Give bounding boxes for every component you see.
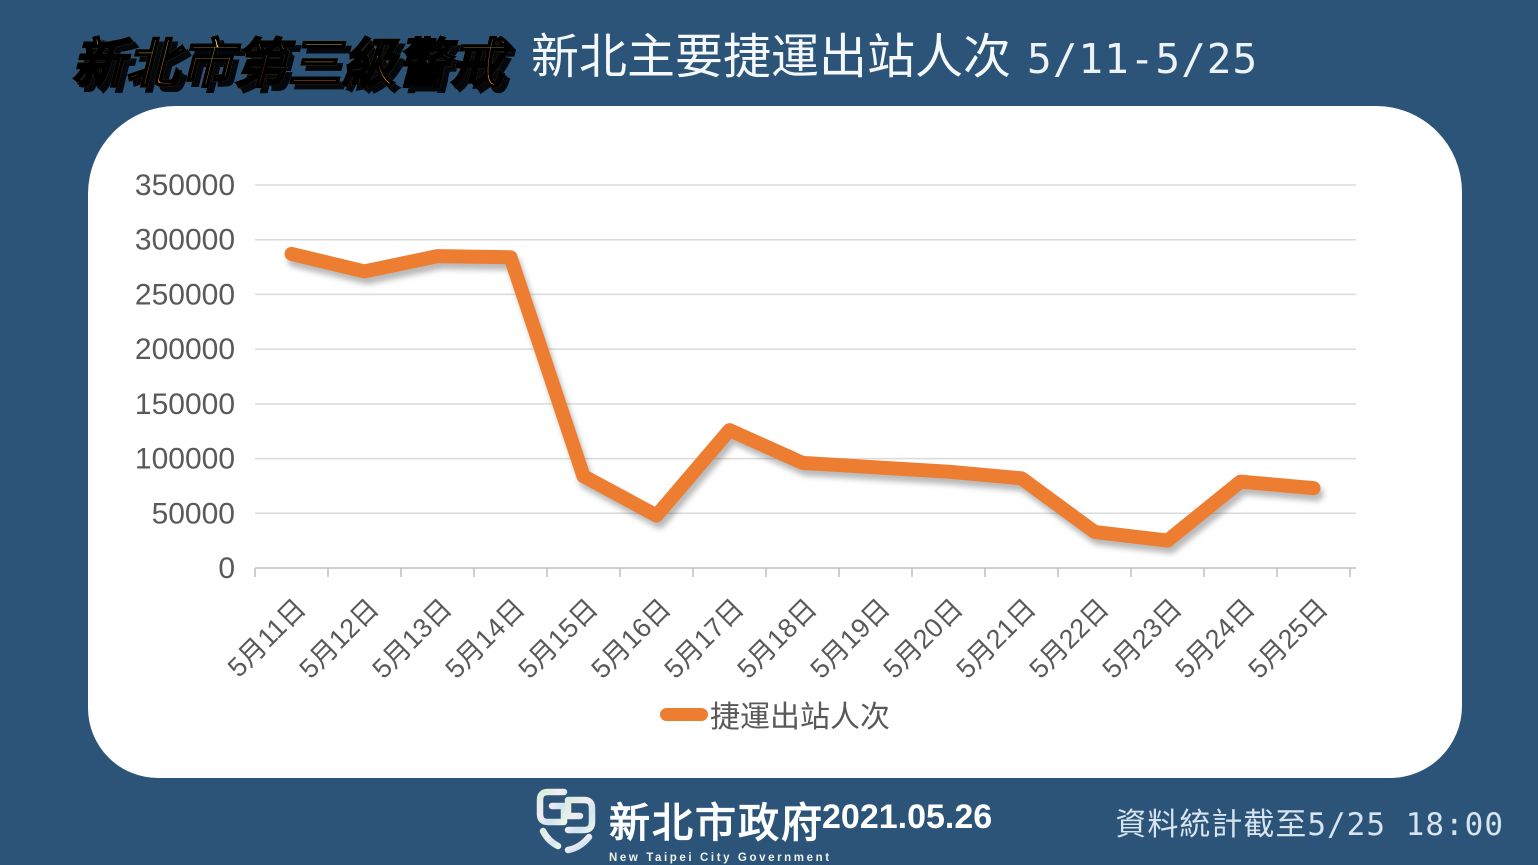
x-axis-label: 5月19日	[804, 593, 895, 684]
gov-name-en: New Taipei City Government	[609, 852, 832, 864]
x-axis-label: 5月21日	[950, 593, 1041, 684]
page-title-text: 新北主要捷運出站人次	[531, 31, 1012, 84]
y-axis-tick-label: 200000	[135, 333, 235, 366]
line-chart: 0 50000 100000 150000 200000 250000 300000 3500…	[135, 169, 1356, 684]
legend-line-swatch	[660, 707, 708, 721]
chart-card: 0 50000 100000 150000 200000 250000 300000 3500…	[88, 106, 1462, 778]
page-title-date-range: 5/11-5/25	[1027, 35, 1259, 83]
new-taipei-city-logo-icon	[536, 788, 596, 854]
x-axis-label: 5月16日	[585, 593, 676, 684]
x-axis-label: 5月25日	[1242, 593, 1333, 684]
x-axis-label: 5月18日	[731, 593, 822, 684]
alert-level-badge: 新北市第三級警戒	[71, 22, 504, 98]
x-axis-label: 5月22日	[1023, 593, 1114, 684]
x-axis-label: 5月12日	[293, 593, 384, 684]
x-axis-label: 5月23日	[1096, 593, 1187, 684]
x-axis-label: 5月24日	[1169, 593, 1260, 684]
y-axis-tick-label: 0	[218, 552, 235, 585]
y-axis-tick-label: 300000	[135, 224, 235, 257]
legend-label: 捷運出站人次	[710, 701, 890, 734]
series-line	[284, 246, 1321, 548]
chart-legend: 捷運出站人次	[88, 697, 1462, 734]
gov-branding: 新北市政府 New Taipei City Government	[609, 789, 839, 864]
y-axis-tick-label: 50000	[152, 497, 235, 530]
x-axis-label: 5月14日	[439, 593, 530, 684]
x-axis-label: 5月11日	[222, 593, 312, 683]
x-axis-label: 5月15日	[512, 593, 603, 684]
page-title: 新北主要捷運出站人次 5/11-5/25	[531, 30, 1258, 85]
x-axis-label: 5月20日	[877, 593, 968, 684]
y-axis-tick-label: 250000	[135, 278, 235, 311]
publish-date: 2021.05.26	[822, 798, 993, 836]
y-axis-tick-label: 100000	[135, 443, 235, 476]
gov-name-zh: 新北市政府	[609, 799, 824, 847]
y-axis-tick-label: 350000	[135, 169, 235, 202]
x-axis-label: 5月13日	[366, 593, 457, 684]
data-cutoff-note: 資料統計截至5/25 18:00	[1115, 807, 1504, 843]
x-axis-label: 5月17日	[658, 593, 749, 684]
y-axis-tick-label: 150000	[135, 388, 235, 421]
